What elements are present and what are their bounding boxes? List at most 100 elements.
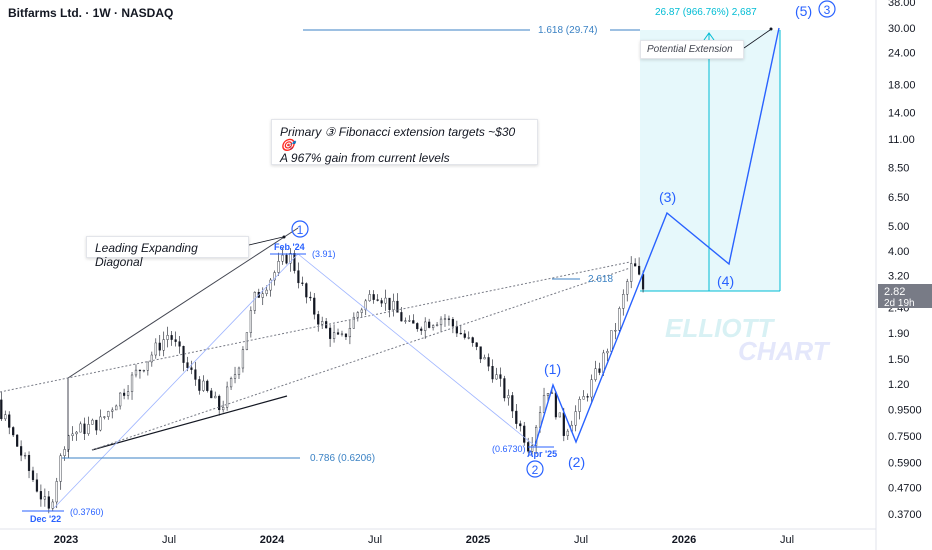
candle-body: [210, 390, 213, 399]
candle-body: [598, 368, 601, 373]
wave-primary-2-circle: [526, 460, 544, 478]
y-tick-label: 24.00: [888, 48, 916, 60]
wave-primary-1-circle: [291, 220, 309, 238]
candle-body: [150, 354, 153, 363]
candle-body: [321, 321, 324, 325]
candle-body: [51, 501, 54, 509]
candle-body: [226, 386, 229, 408]
candle-body: [107, 411, 110, 417]
candle-body: [420, 328, 423, 331]
candle-body: [574, 411, 577, 426]
candle-body: [408, 320, 411, 322]
candle-body: [237, 367, 241, 375]
wave-primary-2-label: 2: [532, 463, 539, 477]
candle-body: [55, 481, 58, 503]
candle-body: [198, 379, 201, 391]
diagonal-note-dot: [282, 235, 286, 239]
y-tick-label: 5.00: [888, 221, 909, 233]
candle-body: [443, 318, 447, 320]
candle-body: [281, 254, 284, 262]
dec22-label: Dec '22: [30, 514, 61, 524]
candle-body: [483, 357, 486, 360]
candle-body: [265, 289, 268, 294]
candle-body: [261, 293, 264, 298]
target-label: 26.87 (966.76%) 2,687: [655, 7, 757, 18]
candle-body: [519, 423, 522, 427]
candle-body: [348, 328, 352, 338]
candle-body: [23, 455, 27, 457]
candle-body: [344, 333, 348, 338]
x-tick-label: Jul: [162, 534, 176, 546]
candle-body: [439, 318, 443, 326]
candle-body: [451, 319, 455, 327]
primary-target-note-line2: A 967% gain from current levels: [280, 151, 450, 165]
candle-body: [352, 316, 355, 329]
candle-body: [400, 312, 403, 322]
candle-body: [523, 425, 526, 443]
candle-body: [75, 431, 78, 435]
candle-body: [273, 272, 276, 281]
candle-body: [336, 332, 340, 335]
candle-body: [479, 346, 482, 360]
fib-0786-label: 0.786 (0.6206): [310, 453, 375, 464]
x-tick-label: Jul: [574, 534, 588, 546]
candle-body: [618, 308, 621, 331]
candle-body: [428, 321, 431, 328]
candle-body: [626, 281, 629, 295]
diagonal-note-connector: [248, 236, 284, 246]
x-axis-ticks: 2023 Jul 2024 Jul 2025 Jul 2026 Jul: [54, 534, 794, 546]
chart-title: Bitfarms Ltd. · 1W · NASDAQ: [8, 6, 174, 20]
candle-body: [119, 392, 122, 407]
candle-body: [103, 416, 106, 418]
candle-body: [269, 279, 272, 291]
candle-body: [372, 294, 375, 300]
candle-body: [435, 324, 439, 326]
y-tick-label: 30.00: [888, 23, 916, 35]
candle-body: [542, 395, 546, 413]
y-tick-label: 0.9500: [888, 405, 922, 417]
watermark-line2: CHART: [738, 336, 831, 366]
y-tick-label: 8.50: [888, 162, 909, 174]
candle-body: [432, 325, 435, 328]
wave-minor-4-label: (4): [717, 273, 734, 289]
apr25-value: (0.6730): [492, 444, 526, 454]
x-tick-label: 2025: [466, 534, 490, 546]
candle-body: [309, 296, 312, 299]
candle-body: [63, 449, 66, 456]
candle-body: [79, 423, 82, 433]
candle-body: [554, 392, 558, 418]
candle-body: [606, 351, 609, 354]
candlestick-series: [0, 247, 645, 514]
y-tick-label: 0.3700: [888, 509, 922, 521]
diagonal-upper-line: [67, 227, 299, 379]
x-tick-label: 2023: [54, 534, 78, 546]
candle-body: [174, 339, 177, 342]
price-badge: [878, 284, 932, 308]
candle-body: [202, 380, 205, 391]
leading-diagonal-note[interactable]: Leading Expanding Diagonal: [86, 236, 249, 269]
wave-minor-1-label: (1): [544, 361, 561, 377]
candle-body: [166, 335, 169, 340]
candle-body: [384, 297, 387, 304]
candle-body: [614, 330, 617, 332]
candle-body: [8, 414, 11, 428]
potential-extension-note[interactable]: Potential Extension: [640, 40, 744, 59]
candle-body: [558, 412, 561, 418]
candle-body: [396, 300, 399, 313]
candle-body: [475, 342, 478, 347]
candle-body: [412, 320, 415, 324]
candle-body: [39, 491, 43, 500]
candle-body: [404, 320, 407, 322]
y-tick-label: 1.90: [888, 328, 909, 340]
candle-body: [622, 294, 625, 309]
candle-body: [289, 253, 292, 264]
candle-body: [582, 396, 585, 400]
x-tick-label: 2026: [672, 534, 696, 546]
y-tick-label: 11.00: [888, 134, 915, 146]
y-axis-ticks: 38.00 30.00 24.00 18.00 14.00 11.00 8.50 6.50 5.…: [888, 0, 922, 521]
candle-body: [332, 332, 336, 339]
primary-target-note[interactable]: Primary ③ Fibonacci extension targets ~$…: [271, 119, 538, 165]
candle-body: [487, 357, 490, 367]
candle-body: [566, 430, 569, 436]
